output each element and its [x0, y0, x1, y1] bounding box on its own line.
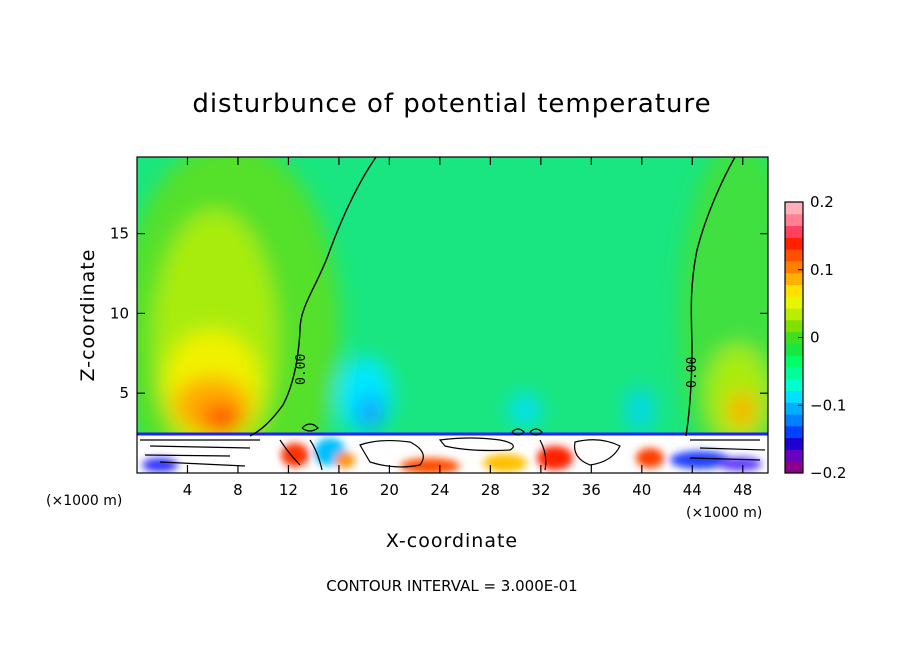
- colorbar-swatch: [785, 249, 803, 262]
- x-tick-label: 36: [582, 481, 601, 499]
- contour-label-right: 0.00: [685, 357, 700, 388]
- x-tick-label: 12: [279, 481, 298, 499]
- patch-8: [636, 448, 664, 468]
- x-tick-label: 32: [531, 481, 550, 499]
- patch-2: [281, 443, 309, 467]
- colorbar-swatch: [785, 414, 803, 427]
- colorbar-tick-label: −0.2: [810, 464, 846, 482]
- x-tick-label: 24: [430, 481, 449, 499]
- y-axis-unit: (×1000 m): [46, 493, 122, 509]
- blob-center-cyan: [509, 394, 541, 426]
- y-axis-ticks: 5 10 15: [110, 225, 768, 402]
- plot-area: 0.00 0.00: [137, 157, 768, 473]
- colorbar-swatch: [785, 366, 803, 380]
- colorbar-swatch: [785, 461, 803, 474]
- colorbar-swatch: [785, 308, 803, 321]
- boundary-contour-1: [140, 439, 260, 467]
- colorbar-tick-label: −0.1: [810, 396, 846, 414]
- patch-9: [670, 451, 730, 469]
- x-tick-label: 44: [683, 481, 702, 499]
- x-axis-ticks: 4 8 12 16 20 24 28 32 36 40 44 48: [183, 157, 752, 499]
- x-tick-label: 4: [183, 481, 193, 499]
- colorbar-swatch: [785, 284, 803, 297]
- colorbar-swatch: [785, 202, 803, 215]
- colorbar-tick-label: 0.2: [810, 193, 834, 211]
- patch-10: [718, 457, 762, 471]
- patch-5: [400, 458, 460, 473]
- field-blobs: [137, 157, 768, 473]
- boundary-contour-7: [301, 423, 543, 436]
- blob-right-cyan: [626, 388, 654, 432]
- colorbar-swatch: [785, 425, 803, 439]
- blob-mid-blue: [358, 396, 382, 428]
- patch-7: [537, 446, 573, 470]
- x-tick-label: 28: [481, 481, 500, 499]
- x-tick-label: 40: [632, 481, 651, 499]
- colorbar-swatch: [785, 272, 803, 285]
- boundary-contour-4: [573, 439, 621, 466]
- x-tick-label: 48: [733, 481, 752, 499]
- zero-contour-left: [249, 157, 377, 437]
- colorbar-swatch: [785, 390, 803, 403]
- boundary-contour-6: [279, 439, 547, 471]
- colorbar-swatch: [785, 331, 803, 344]
- contour-label-left: 0.00: [294, 354, 309, 385]
- contour-interval-note: CONTOUR INTERVAL = 3.000E-01: [326, 577, 577, 595]
- patch-11: [210, 454, 270, 470]
- colorbar-swatch: [785, 343, 803, 356]
- colorbar-swatch: [785, 225, 803, 238]
- colorbar-swatch: [785, 378, 803, 392]
- colorbar-tick-label: 0: [810, 329, 820, 347]
- y-axis-label: Z-coordinate: [77, 249, 99, 382]
- colorbar-swatch: [785, 355, 803, 368]
- patch-6: [483, 454, 527, 472]
- colorbar-swatch: [785, 402, 803, 415]
- colorbar: 0.2 0.1 0 −0.1 −0.2: [784, 193, 846, 482]
- colorbar-swatch: [785, 260, 803, 274]
- chart-title: disturbunce of potential temperature: [192, 89, 711, 119]
- plot-frame: [136, 156, 769, 474]
- zero-contour-right: [685, 157, 736, 437]
- x-tick-label: 16: [329, 481, 348, 499]
- y-tick-label: 15: [110, 225, 129, 243]
- colorbar-swatch: [785, 437, 803, 450]
- blob-left-red: [202, 406, 242, 434]
- boundary-contour-5: [689, 439, 766, 461]
- y-tick-label: 10: [110, 304, 129, 322]
- boundary-layer-patches: [142, 438, 762, 473]
- x-axis-unit: (×1000 m): [686, 505, 762, 521]
- boundary-contour-3: [438, 437, 514, 452]
- colorbar-swatch: [785, 296, 803, 309]
- colorbar-swatch: [785, 213, 803, 227]
- colorbar-swatch: [785, 449, 803, 462]
- y-tick-label: 5: [119, 384, 129, 402]
- x-tick-label: 8: [233, 481, 243, 499]
- colorbar-swatch: [785, 319, 803, 333]
- colorbar-tick-label: 0.1: [810, 261, 834, 279]
- x-axis-label: X-coordinate: [386, 530, 518, 552]
- patch-1: [142, 458, 178, 472]
- blob-right-orange: [728, 392, 756, 428]
- patch-4: [335, 452, 355, 468]
- colorbar-swatch: [785, 237, 803, 250]
- x-tick-label: 20: [380, 481, 399, 499]
